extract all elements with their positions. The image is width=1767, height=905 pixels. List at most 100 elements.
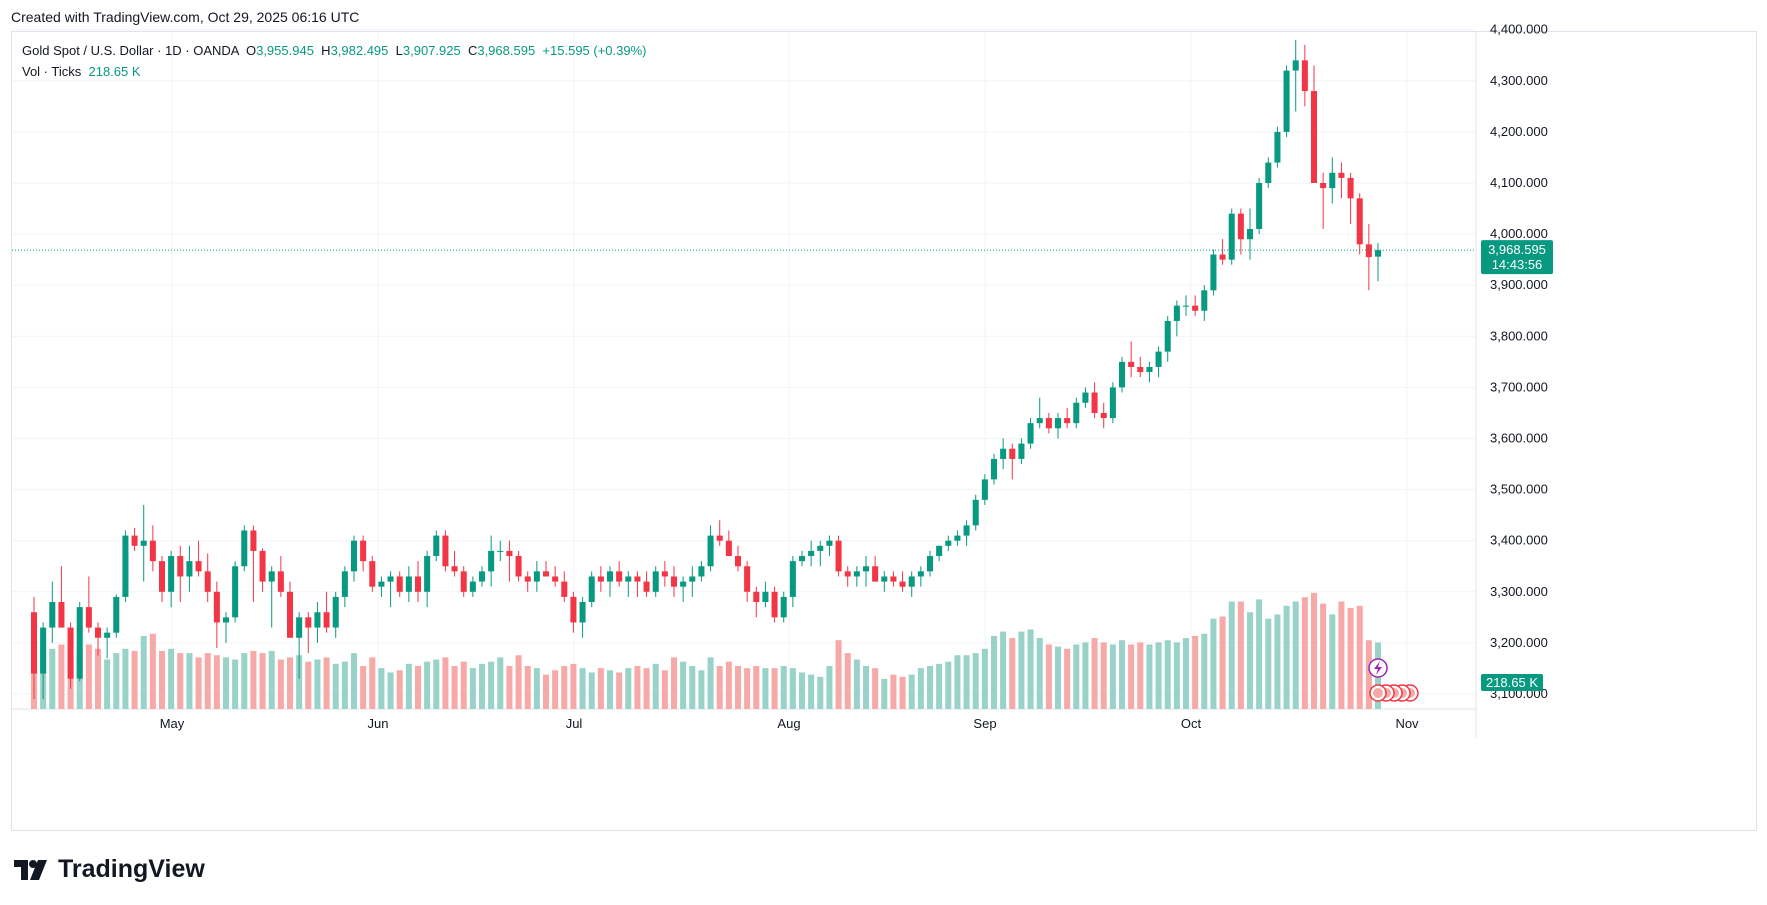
candle-body[interactable] (616, 571, 623, 582)
candle-body[interactable] (661, 571, 668, 577)
candle-body[interactable] (186, 561, 193, 577)
candle-body[interactable] (1274, 131, 1281, 163)
candle-body[interactable] (149, 540, 156, 562)
candle-body[interactable] (817, 545, 824, 551)
candle-body[interactable] (177, 556, 184, 577)
candle-body[interactable] (497, 550, 504, 552)
candle-body[interactable] (1283, 70, 1290, 132)
candle-body[interactable] (323, 612, 330, 628)
candle-body[interactable] (332, 596, 339, 628)
candle-body[interactable] (232, 566, 239, 618)
candle-body[interactable] (808, 550, 815, 557)
candle-body[interactable] (707, 535, 714, 567)
candle-body[interactable] (1265, 162, 1272, 183)
candle-body[interactable] (1338, 172, 1345, 178)
candle-body[interactable] (1027, 423, 1034, 444)
candle-body[interactable] (908, 576, 915, 587)
candle-body[interactable] (1182, 305, 1190, 307)
candle-body[interactable] (1054, 418, 1062, 429)
candle-body[interactable] (963, 525, 970, 536)
candle-body[interactable] (533, 571, 540, 582)
candle-body[interactable] (424, 556, 431, 592)
candle-body[interactable] (689, 576, 696, 582)
candle-body[interactable] (716, 535, 723, 541)
candle-body[interactable] (213, 591, 220, 623)
candle-body[interactable] (1301, 60, 1308, 92)
candle-body[interactable] (1256, 183, 1263, 229)
candle-body[interactable] (414, 576, 422, 592)
candle-body[interactable] (286, 591, 294, 638)
candle-body[interactable] (506, 550, 513, 557)
candle-body[interactable] (1000, 448, 1007, 459)
candle-body[interactable] (168, 556, 175, 592)
candle-body[interactable] (926, 556, 934, 572)
candle-body[interactable] (945, 540, 952, 546)
candle-body[interactable] (40, 627, 47, 674)
candle-body[interactable] (1365, 244, 1372, 258)
tradingview-logo[interactable]: TradingView (14, 855, 205, 884)
candle-body[interactable] (405, 576, 412, 592)
candle-body[interactable] (396, 576, 403, 592)
candle-body[interactable] (1073, 402, 1080, 424)
candle-body[interactable] (158, 561, 166, 592)
candle-body[interactable] (524, 576, 531, 582)
candle-body[interactable] (780, 596, 787, 618)
candle-body[interactable] (853, 571, 860, 577)
candle-body[interactable] (625, 576, 632, 582)
candle-body[interactable] (1018, 443, 1025, 459)
candle-body[interactable] (981, 479, 988, 500)
candle-body[interactable] (917, 571, 924, 577)
volume-label[interactable]: Vol · Ticks (22, 64, 82, 79)
candle-body[interactable] (94, 627, 102, 638)
candle-body[interactable] (1118, 361, 1126, 388)
candle-body[interactable] (360, 540, 367, 562)
candle-body[interactable] (442, 535, 449, 567)
candle-body[interactable] (1100, 412, 1107, 419)
candle-body[interactable] (1173, 305, 1180, 321)
candle-body[interactable] (478, 571, 486, 582)
candle-body[interactable] (744, 566, 751, 592)
candle-body[interactable] (1201, 290, 1208, 311)
candle-body[interactable] (1064, 418, 1071, 424)
candle-body[interactable] (1192, 305, 1199, 311)
candle-body[interactable] (122, 535, 129, 597)
candle-body[interactable] (314, 612, 321, 628)
candle-body[interactable] (1082, 392, 1089, 403)
candle-body[interactable] (597, 576, 604, 582)
candle-body[interactable] (113, 596, 120, 633)
candle-body[interactable] (634, 576, 641, 582)
candle-body[interactable] (1009, 448, 1016, 459)
candle-body[interactable] (341, 571, 348, 597)
candle-body[interactable] (67, 627, 74, 679)
candle-body[interactable] (515, 556, 522, 577)
candle-body[interactable] (844, 571, 851, 577)
candle-body[interactable] (241, 530, 248, 567)
candle-body[interactable] (652, 571, 659, 592)
candle-body[interactable] (552, 576, 559, 582)
candle-body[interactable] (771, 591, 778, 618)
candle-body[interactable] (954, 535, 961, 541)
candle-body[interactable] (76, 607, 83, 679)
candle-body[interactable] (872, 566, 879, 582)
candle-body[interactable] (972, 499, 979, 526)
candle-body[interactable] (250, 530, 257, 551)
candle-body[interactable] (296, 617, 303, 638)
candle-body[interactable] (49, 602, 56, 628)
candle-body[interactable] (1109, 387, 1116, 419)
candle-body[interactable] (350, 540, 358, 572)
candle-body[interactable] (542, 571, 550, 577)
candle-body[interactable] (204, 571, 211, 592)
candle-body[interactable] (643, 581, 650, 592)
candle-body[interactable] (451, 566, 458, 572)
candle-body[interactable] (1246, 228, 1254, 240)
candle-body[interactable] (277, 571, 284, 592)
candle-body[interactable] (433, 535, 440, 557)
candle-body[interactable] (561, 581, 568, 597)
candle-body[interactable] (588, 576, 595, 603)
candle-body[interactable] (826, 540, 833, 546)
candle-body[interactable] (369, 561, 376, 587)
candle-body[interactable] (1128, 361, 1135, 367)
candle-body[interactable] (570, 596, 577, 623)
candle-body[interactable] (990, 458, 998, 480)
